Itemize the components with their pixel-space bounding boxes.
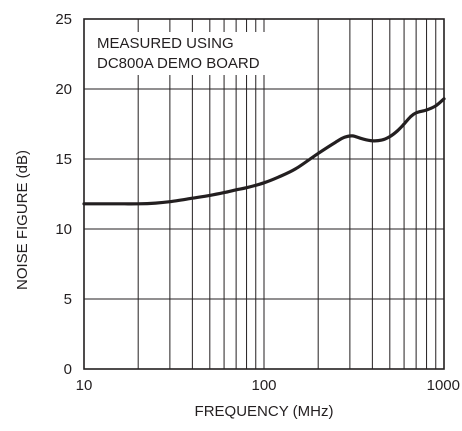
y-tick-label: 15 <box>55 151 72 168</box>
tick-labels: 0 5 10 15 20 25 10 100 1000 <box>55 11 460 394</box>
y-tick-label: 10 <box>55 221 72 238</box>
x-tick-label: 100 <box>251 377 276 394</box>
y-tick-label: 20 <box>55 81 72 98</box>
y-tick-label: 25 <box>55 11 72 28</box>
x-tick-label: 1000 <box>427 377 460 394</box>
annotation-background <box>91 32 266 75</box>
y-tick-label: 0 <box>64 361 72 378</box>
plot-frame <box>83 18 445 370</box>
series-lines <box>82 97 446 206</box>
x-axis-label: FREQUENCY (MHz) <box>195 403 334 420</box>
y-tick-label: 5 <box>64 291 72 308</box>
x-tick-label: 10 <box>76 377 93 394</box>
annotation-line-2: DC800A DEMO BOARD <box>97 55 260 72</box>
grid <box>84 19 444 369</box>
annotation: MEASURED USING DC800A DEMO BOARD <box>91 32 266 75</box>
annotation-line-1: MEASURED USING <box>97 35 234 52</box>
series-line-0 <box>82 97 446 206</box>
y-axis-label: NOISE FIGURE (dB) <box>14 150 31 290</box>
